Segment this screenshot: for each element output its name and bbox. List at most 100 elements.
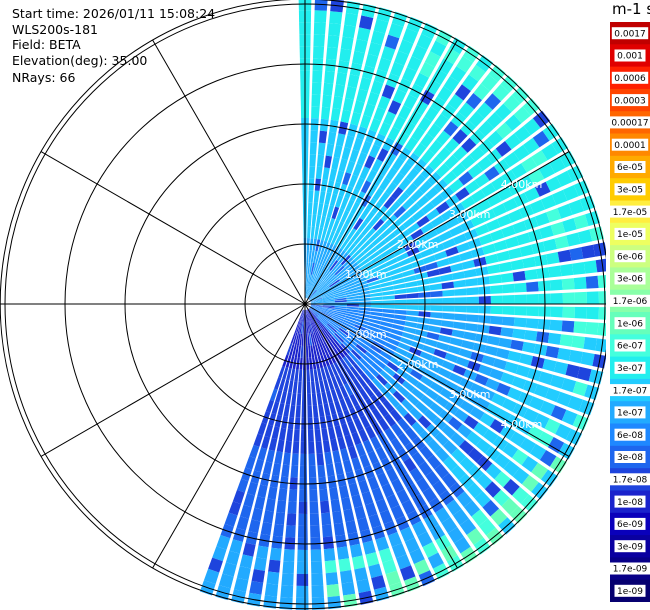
range-gate — [309, 513, 320, 526]
range-gate — [409, 467, 424, 483]
range-gate — [466, 482, 483, 499]
range-gate — [448, 416, 463, 431]
range-gate — [239, 554, 254, 569]
range-gate — [371, 362, 383, 374]
range-gate — [414, 559, 430, 576]
range-gate — [484, 481, 501, 498]
range-gate — [344, 284, 357, 291]
range-gate — [400, 337, 413, 346]
range-gate — [318, 330, 325, 342]
range-gate — [476, 199, 492, 213]
range-gate — [291, 393, 297, 406]
range-gate — [276, 500, 287, 513]
range-gate — [324, 451, 333, 465]
range-gate — [322, 294, 334, 300]
range-gate — [265, 498, 276, 512]
range-gate — [568, 349, 583, 364]
range-gate — [257, 447, 268, 461]
range-gate — [327, 338, 336, 350]
range-gate — [245, 456, 256, 470]
colorbar-label: 1e-07 — [617, 409, 643, 419]
range-gate — [362, 540, 376, 555]
range-gate — [466, 305, 479, 314]
range-gate — [348, 482, 360, 497]
colorbar-label-box — [614, 183, 646, 196]
range-gate — [434, 223, 449, 235]
range-gate — [317, 464, 326, 478]
range-gate — [441, 517, 458, 534]
range-gate — [460, 154, 476, 170]
range-gate — [380, 281, 393, 288]
range-gate — [447, 254, 462, 265]
range-gate — [455, 187, 470, 201]
range-gate — [409, 407, 423, 421]
range-gate — [430, 40, 447, 57]
range-gate — [393, 314, 407, 321]
ray — [307, 16, 423, 299]
range-gate — [269, 547, 282, 561]
range-gate — [292, 381, 298, 394]
range-gate — [311, 106, 320, 119]
range-gate — [324, 560, 337, 574]
range-gate — [315, 331, 321, 344]
range-gate — [308, 288, 316, 300]
range-gate — [204, 568, 220, 585]
range-gate — [478, 120, 494, 137]
range-gate — [296, 393, 302, 406]
range-gate — [336, 546, 350, 560]
range-gate — [382, 300, 395, 304]
range-gate — [351, 494, 363, 509]
ring-labels: 1.00km 1.00km 2.00km 2.00km 3.00km 3.00km 4.00… — [345, 178, 542, 431]
range-gate — [326, 274, 336, 284]
range-gate — [332, 263, 343, 274]
range-gate — [225, 550, 240, 566]
range-gate — [514, 306, 527, 316]
range-gate — [334, 305, 347, 309]
range-gate — [346, 311, 359, 316]
range-gate — [363, 268, 376, 277]
range-gate — [274, 451, 283, 465]
range-gate — [323, 403, 331, 417]
range-gate — [364, 369, 376, 381]
range-gate — [310, 275, 315, 287]
range-gate — [319, 191, 326, 204]
range-gate — [448, 372, 463, 385]
range-gate — [568, 199, 584, 215]
range-gate — [353, 418, 364, 432]
range-gate — [545, 176, 562, 192]
range-gate — [416, 33, 433, 50]
range-gate — [367, 450, 379, 465]
range-gate — [359, 240, 371, 251]
range-gate — [369, 288, 382, 294]
range-gate — [353, 346, 365, 357]
range-gate — [354, 505, 366, 520]
range-gate — [313, 251, 318, 264]
range-gate — [450, 262, 464, 272]
range-gate — [377, 404, 389, 418]
range-gate — [372, 340, 385, 350]
range-gate — [302, 309, 305, 322]
range-gate — [329, 11, 343, 25]
range-gate — [324, 155, 332, 169]
range-gate — [268, 437, 278, 451]
range-gate — [283, 549, 295, 562]
range-gate — [526, 306, 539, 317]
range-gate — [454, 408, 469, 423]
range-gate — [264, 424, 274, 438]
range-gate — [490, 229, 505, 242]
range-gate — [501, 316, 515, 327]
range-gate — [240, 504, 252, 519]
range-gate — [547, 332, 562, 345]
range-gate — [391, 423, 404, 437]
range-gate — [595, 258, 606, 273]
ray — [310, 306, 595, 416]
range-gate — [342, 172, 352, 186]
range-gate — [351, 349, 362, 360]
range-gate — [505, 133, 522, 150]
range-gate — [557, 203, 573, 219]
range-gate — [354, 567, 368, 582]
ray — [311, 304, 606, 336]
range-gate — [593, 242, 606, 257]
range-gate — [510, 259, 525, 271]
range-gate — [243, 493, 255, 508]
